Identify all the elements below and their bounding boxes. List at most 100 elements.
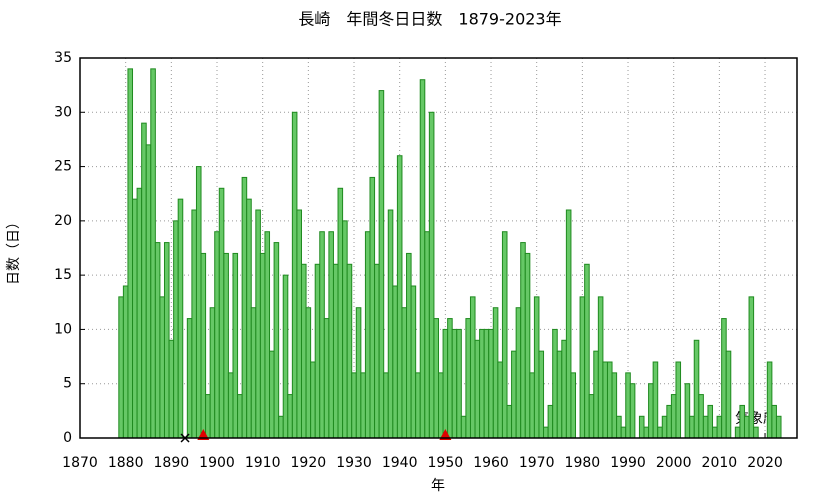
bar [479,328,485,439]
x-tick-label: 1890 [154,455,190,471]
bar [552,328,558,439]
bar [638,415,645,439]
bar [419,79,426,439]
bar [753,426,759,439]
y-tick-label: 20 [54,213,72,229]
bar [218,187,225,439]
bar [442,328,449,439]
x-tick-label: 1940 [382,455,418,471]
y-tick-label: 35 [54,50,72,66]
bar [246,198,252,439]
bar [588,394,595,439]
bar [702,415,709,439]
bar [387,209,394,439]
bar [725,350,732,439]
bar [766,361,773,439]
bar [488,328,494,439]
bar [465,318,471,439]
bar [163,242,170,439]
bar [675,361,682,439]
bar [136,187,143,439]
bar [743,415,750,439]
bar [154,242,161,439]
bar [237,394,243,439]
bar [232,252,239,439]
bar [707,404,714,439]
bar [501,231,508,439]
bar [401,307,408,439]
x-tick-label: 2020 [747,455,783,471]
bar [565,209,572,439]
x-tick-label: 2000 [656,455,692,471]
bar [132,198,138,439]
x-tick-label: 1970 [519,455,555,471]
bar [428,111,435,439]
bar [332,263,339,439]
x-tick-label: 1900 [199,455,235,471]
bar [328,231,334,439]
bar [342,220,348,439]
bar [255,209,261,439]
bar [597,296,604,439]
bar [547,404,554,439]
bar [693,339,700,439]
bar [652,361,659,439]
bar [346,263,353,439]
bar [209,307,216,439]
bar [483,328,490,439]
bar [214,231,220,439]
bar [296,209,302,439]
bar [173,220,179,439]
bar [150,68,156,439]
bar [323,318,330,439]
bar [200,252,207,439]
x-tick-label: 1910 [245,455,281,471]
bar [648,383,654,439]
x-tick-label: 1870 [62,455,98,471]
bar [712,426,718,439]
bar [520,242,526,439]
bar [305,307,312,439]
x-tick-label: 2010 [702,455,738,471]
bar [670,394,677,439]
bar [584,263,590,439]
bar [195,166,202,439]
x-tick-label: 1930 [336,455,372,471]
bar [538,350,545,439]
bar [310,361,316,439]
bar [533,296,540,439]
bar [168,339,175,439]
bar [643,426,650,439]
bar [593,350,599,439]
bar [529,372,535,439]
bar [314,263,321,439]
bar [684,383,691,439]
bar [629,383,636,439]
x-tick-label: 1880 [108,455,144,471]
bar [602,361,608,439]
y-tick-label: 5 [63,376,72,392]
bar [205,394,211,439]
plot-frame [79,57,798,439]
bar [122,285,129,439]
bar [118,296,124,439]
bar [186,318,193,439]
bar [579,296,586,439]
bar [474,339,481,439]
bar [145,144,152,439]
bar [287,394,293,439]
y-tick-label: 25 [54,159,72,175]
bar [364,231,371,439]
bar [689,415,695,439]
bar [561,339,567,439]
bar [716,415,723,439]
bar [620,426,627,439]
bar [447,318,453,439]
bar [374,263,380,439]
bar [456,328,462,439]
bar [775,415,782,439]
y-tick-label: 15 [54,267,72,283]
bar [698,394,704,439]
bar [606,361,613,439]
